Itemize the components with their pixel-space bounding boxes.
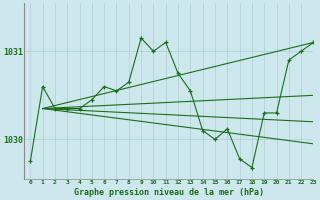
- X-axis label: Graphe pression niveau de la mer (hPa): Graphe pression niveau de la mer (hPa): [74, 188, 264, 197]
